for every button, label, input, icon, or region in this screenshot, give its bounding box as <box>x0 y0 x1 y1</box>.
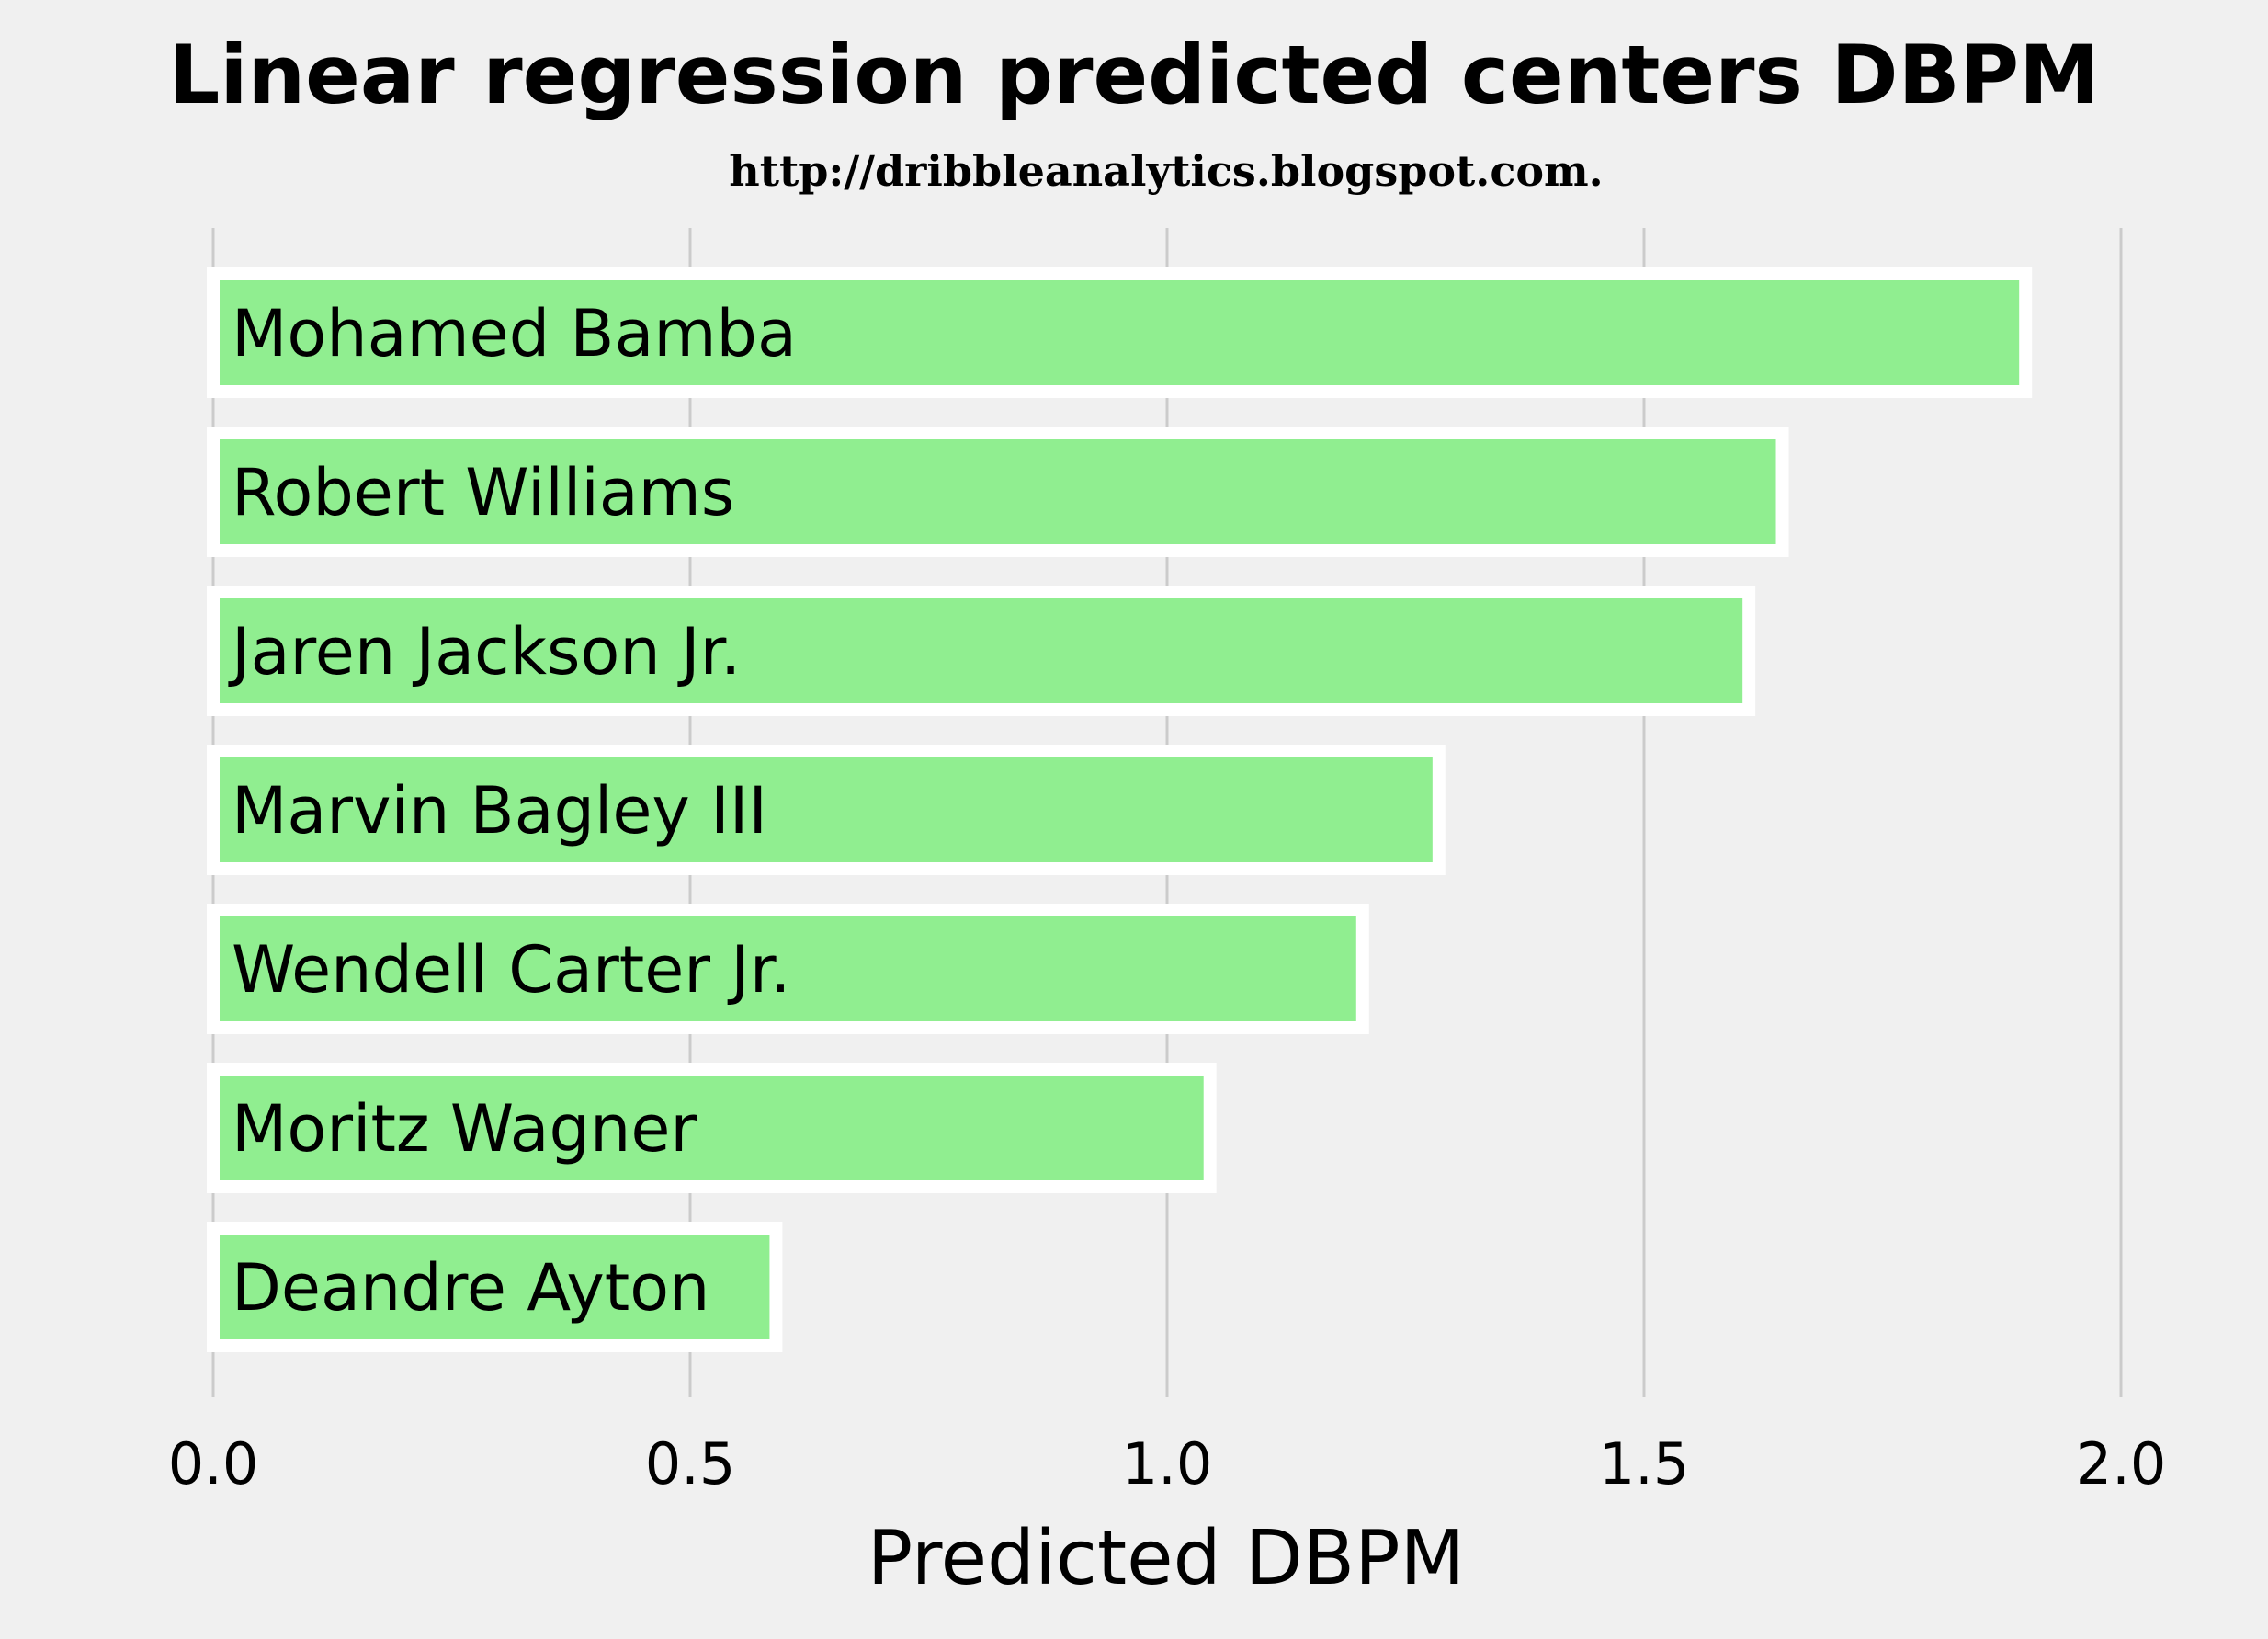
x-tick-label: 1.5 <box>1599 1430 1690 1497</box>
x-tick-label: 1.0 <box>1122 1430 1213 1497</box>
bar <box>207 586 1756 716</box>
bar-label: Wendell Carter Jr. <box>232 932 791 1007</box>
bar-label: Robert Williams <box>232 455 734 530</box>
bar <box>207 267 2033 398</box>
bar-label: Moritz Wagner <box>232 1091 697 1167</box>
x-axis-label: Predicted DBPM <box>868 1515 1466 1602</box>
x-tick-labels: 0.0 0.5 1.0 1.5 2.0 <box>168 1430 2167 1497</box>
bar-label: Jaren Jackson Jr. <box>228 614 741 689</box>
bar-label: Marvin Bagley III <box>232 773 767 848</box>
x-tick-label: 2.0 <box>2076 1430 2167 1497</box>
bar-label: Deandre Ayton <box>232 1250 709 1326</box>
bars: Mohamed Bamba Robert Williams Jaren Jackso… <box>207 267 2033 1352</box>
bar <box>207 1222 783 1352</box>
bar <box>207 427 1789 557</box>
bar <box>207 1063 1217 1193</box>
chart-title: Linear regression predicted centers DBPM <box>168 28 2099 122</box>
bar-label: Mohamed Bamba <box>232 296 797 371</box>
chart-subtitle: http://dribbleanalytics.blogspot.com. <box>729 146 1603 196</box>
x-tick-label: 0.0 <box>168 1430 259 1497</box>
x-tick-label: 0.5 <box>645 1430 736 1497</box>
bar <box>207 904 1369 1034</box>
bar <box>207 745 1446 875</box>
